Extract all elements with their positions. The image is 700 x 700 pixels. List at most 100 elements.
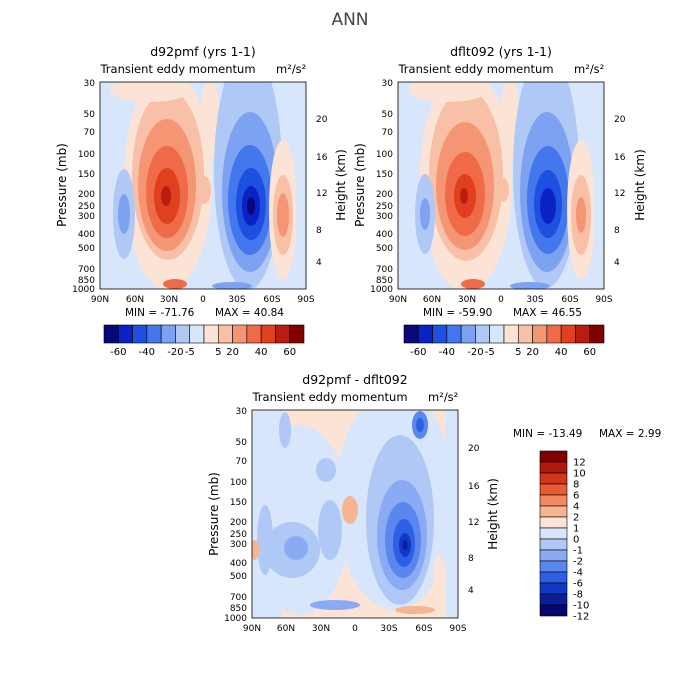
svg-text:90N: 90N [389,295,407,305]
svg-text:4: 4 [614,258,620,268]
panel-3-y-ticks: 30 50 70 100 150 200 250 300 400 500 700… [224,407,247,624]
svg-text:70: 70 [84,128,96,138]
colorbar-swatch [517,324,533,344]
svg-text:8: 8 [614,226,620,236]
colorbar-swatch [560,324,576,344]
svg-text:60S: 60S [561,295,578,305]
colorbar-swatch [539,472,568,485]
svg-text:500: 500 [78,244,95,254]
colorbar-swatch [539,461,568,474]
panel-1-right-ticks: 20 16 12 8 4 [316,115,328,268]
colorbar-swatch [246,324,262,344]
svg-text:500: 500 [230,572,247,582]
svg-text:16: 16 [614,153,626,163]
svg-text:12: 12 [316,189,327,199]
colorbar-swatch [539,494,568,507]
svg-text:200: 200 [78,190,95,200]
svg-text:90N: 90N [91,295,109,305]
colorbar-swatch [132,324,148,344]
svg-text:90S: 90S [449,624,466,634]
panel-1-units: m²/s² [276,62,306,76]
colorbar-label: -2 [573,557,583,568]
panel-3-subtitle: Transient eddy momentum [251,390,407,404]
colorbar-label: -6 [573,579,583,590]
colorbar-label: 12 [573,458,586,469]
svg-text:400: 400 [376,230,393,240]
svg-text:30S: 30S [380,624,397,634]
panel-1-max: MAX = 40.84 [215,307,284,319]
svg-text:700: 700 [376,265,393,275]
svg-text:400: 400 [78,230,95,240]
svg-text:20: 20 [468,444,480,454]
colorbar-swatch [203,324,219,344]
svg-text:60N: 60N [277,624,295,634]
colorbar-label: 60 [583,347,596,358]
colorbar-swatch [539,538,568,551]
colorbar-swatch [217,324,233,344]
panel-1-colorbar: -60 -40 -20 -5 5 20 40 60 [103,324,305,358]
svg-text:90S: 90S [595,295,612,305]
panel-3-field [252,410,458,618]
svg-text:150: 150 [230,498,247,508]
colorbar-swatch [146,324,162,344]
svg-text:30: 30 [236,407,248,417]
colorbar-label: -1 [573,546,583,557]
colorbar-label: 5 [515,347,521,358]
svg-text:1000: 1000 [370,285,393,295]
colorbar-label: -20 [467,347,483,358]
colorbar-swatch [546,324,562,344]
panel-3-max: MAX = 2.99 [599,428,661,440]
colorbar-label: -4 [573,568,583,579]
panel-3: d92pmf - dflt092 Transient eddy momentum… [207,372,661,634]
panel-2-right-ticks: 20 16 12 8 4 [614,115,626,268]
svg-text:1000: 1000 [72,285,95,295]
svg-text:30S: 30S [228,295,245,305]
panel-3-units: m²/s² [428,390,458,404]
svg-text:100: 100 [376,150,393,160]
svg-text:30N: 30N [160,295,178,305]
colorbar-label: 40 [255,347,268,358]
svg-text:4: 4 [316,258,322,268]
colorbar-label: 60 [283,347,296,358]
colorbar-label: 0 [573,535,579,546]
colorbar-swatch [503,324,519,344]
panel-1-field [100,82,306,289]
colorbar-label: -10 [573,601,589,612]
panel-3-ylabel-right: Height (km) [486,478,500,549]
svg-text:300: 300 [230,540,247,550]
panel-1-min: MIN = -71.76 [125,307,195,319]
colorbar-label: 8 [573,480,579,491]
colorbar-label: 20 [526,347,539,358]
svg-text:300: 300 [78,212,95,222]
panel-3-title: d92pmf - dflt092 [302,372,407,387]
svg-text:20: 20 [614,115,626,125]
colorbar-swatch [532,324,548,344]
colorbar-swatch [539,571,568,584]
svg-text:250: 250 [78,202,95,212]
panel-3-x-ticks: 90N 60N 30N 0 30S 60S 90S [243,624,467,634]
svg-text:30: 30 [84,79,96,89]
svg-text:60S: 60S [263,295,280,305]
panel-2-max: MAX = 46.55 [513,307,582,319]
colorbar-swatch [189,324,205,344]
colorbar-label: -12 [573,612,589,623]
panel-2-units: m²/s² [574,62,604,76]
panel-1-subtitle: Transient eddy momentum [99,62,255,76]
colorbar-swatch [539,604,568,617]
colorbar-swatch [160,324,176,344]
colorbar-swatch [117,324,133,344]
svg-text:300: 300 [376,212,393,222]
svg-text:60N: 60N [423,295,441,305]
panel-2-field [398,82,604,289]
colorbar-label: -60 [410,347,426,358]
svg-text:0: 0 [498,295,504,305]
svg-text:16: 16 [316,153,328,163]
svg-text:250: 250 [230,530,247,540]
svg-text:850: 850 [230,604,247,614]
panel-2-y-ticks: 30 50 70 100 150 200 250 300 400 500 700… [370,79,393,295]
colorbar-swatch [539,483,568,496]
svg-text:60S: 60S [415,624,432,634]
svg-text:200: 200 [376,190,393,200]
svg-text:0: 0 [352,624,358,634]
colorbar-label: 5 [215,347,221,358]
